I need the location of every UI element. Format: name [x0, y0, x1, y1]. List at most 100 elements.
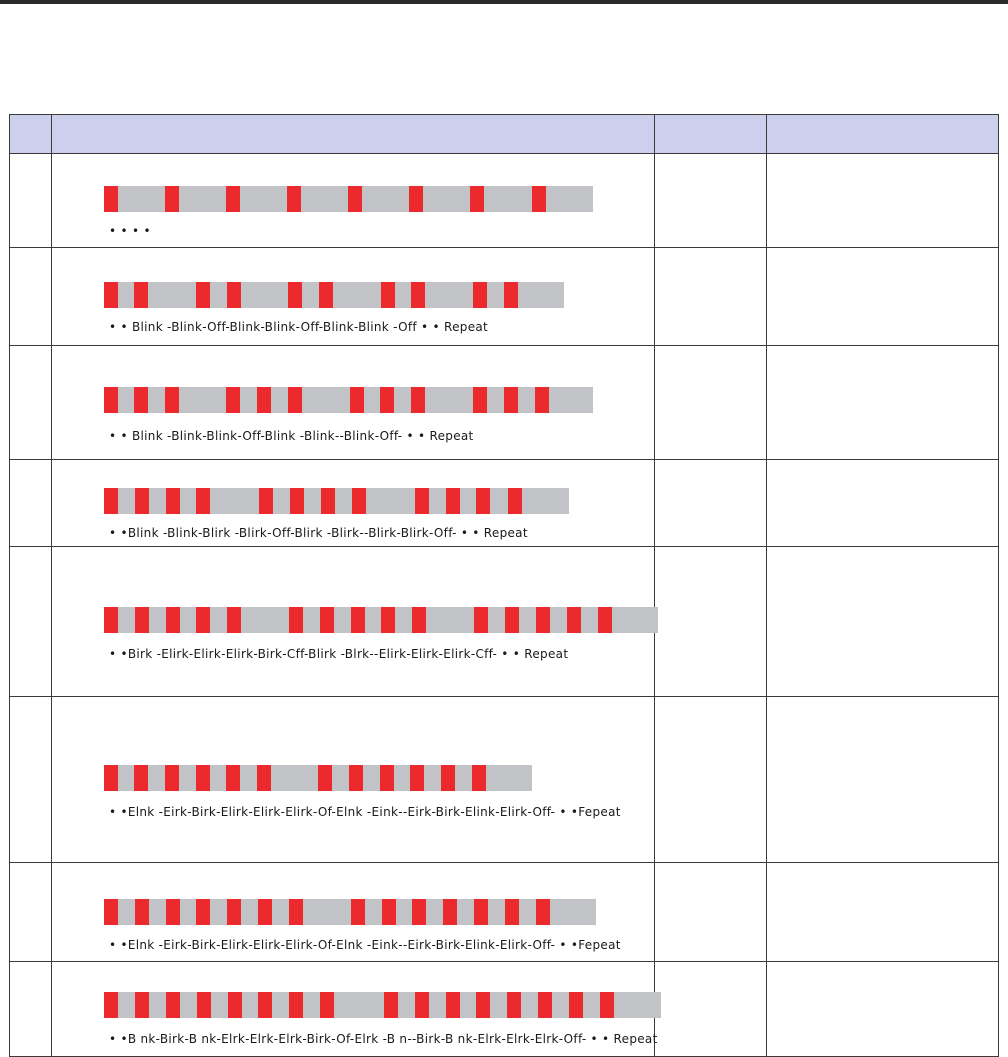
blink-bar — [196, 765, 210, 791]
blink-bar — [226, 186, 240, 212]
blink-pattern-strip — [104, 765, 532, 791]
blink-bar — [104, 992, 118, 1018]
blink-bar — [415, 992, 429, 1018]
blink-bar — [380, 387, 394, 413]
blink-pattern-strip — [104, 387, 593, 413]
pattern-caption: • •Elnk -Eirk-Birk-Elirk-Elirk-Elirk-Of-… — [109, 938, 621, 952]
blink-bar — [504, 282, 518, 308]
blink-bar — [411, 282, 425, 308]
blink-bar — [104, 387, 118, 413]
blink-bar — [536, 899, 550, 925]
blink-bar — [443, 899, 457, 925]
blink-bar — [473, 387, 487, 413]
blink-bar — [165, 387, 179, 413]
blink-bar — [258, 992, 272, 1018]
table-row: • •Blink -Blink-Blirk -Blirk-Off-Blirk -… — [9, 459, 999, 547]
blink-bar — [535, 387, 549, 413]
blink-bar — [166, 607, 180, 633]
blink-bar — [289, 899, 303, 925]
blink-bar — [134, 765, 148, 791]
table-row: • •Birk -Elirk-Elirk-Elirk-Birk-Cff-Blir… — [9, 546, 999, 697]
blink-bar — [196, 899, 210, 925]
blink-bar — [288, 282, 302, 308]
blink-bar — [197, 992, 211, 1018]
blink-bar — [166, 899, 180, 925]
count-cell — [654, 345, 767, 460]
blink-bar — [134, 282, 148, 308]
blink-bar — [257, 387, 271, 413]
blink-bar — [474, 607, 488, 633]
table-row: • •B nk-Birk-B nk-Elrk-Elrk-Elrk-Birk-Of… — [9, 961, 999, 1057]
blink-bar — [532, 186, 546, 212]
row-number-cell — [9, 247, 52, 346]
header-cell-pattern — [51, 114, 655, 154]
blink-bar — [349, 765, 363, 791]
count-cell — [654, 247, 767, 346]
row-number-cell — [9, 345, 52, 460]
pattern-caption: • • Blink -Blink-Off-Blink-Blink-Off-Bli… — [109, 320, 489, 334]
blink-bar — [104, 607, 118, 633]
blink-bar — [384, 992, 398, 1018]
blink-bar — [567, 607, 581, 633]
blink-bar — [228, 992, 242, 1018]
description-cell — [766, 862, 999, 962]
pattern-cell: • •B nk-Birk-B nk-Elrk-Elrk-Elrk-Birk-Of… — [51, 961, 661, 1057]
blink-bar — [134, 387, 148, 413]
blink-bar — [290, 488, 304, 514]
blink-bar — [476, 488, 490, 514]
blink-pattern-strip — [104, 899, 596, 925]
count-cell — [654, 153, 767, 248]
blink-bar — [166, 992, 180, 1018]
count-cell — [654, 961, 767, 1057]
blink-pattern-strip — [104, 186, 593, 212]
blink-bar — [258, 899, 272, 925]
pattern-caption: • •Birk -Elirk-Elirk-Elirk-Birk-Cff-Blir… — [109, 647, 569, 661]
blink-bar — [135, 992, 149, 1018]
blink-bar — [196, 488, 210, 514]
blink-bar — [165, 186, 179, 212]
blink-bar — [287, 186, 301, 212]
blink-bar — [226, 765, 240, 791]
blink-bar — [135, 607, 149, 633]
count-cell — [654, 459, 767, 547]
blink-bar — [410, 765, 424, 791]
blink-bar — [380, 765, 394, 791]
blink-bar — [320, 992, 334, 1018]
blink-bar — [569, 992, 583, 1018]
blink-pattern-table: • • • • — [9, 114, 999, 1057]
blink-pattern-strip — [104, 488, 569, 514]
description-cell — [766, 546, 999, 697]
blink-bar — [348, 186, 362, 212]
blink-bar — [196, 282, 210, 308]
pattern-caption: • •Blink -Blink-Blirk -Blirk-Off-Blirk -… — [109, 526, 528, 540]
row-number-cell — [9, 546, 52, 697]
description-cell — [766, 247, 999, 346]
blink-bar — [196, 607, 210, 633]
blink-bar — [227, 607, 241, 633]
blink-bar — [508, 488, 522, 514]
blink-bar — [227, 282, 241, 308]
blink-pattern-strip — [104, 607, 658, 633]
blink-bar — [104, 488, 118, 514]
header-cell-no — [9, 114, 52, 154]
blink-bar — [288, 387, 302, 413]
blink-bar — [321, 488, 335, 514]
table-row: • • Blink -Blink-Blink-Off-Blink -Blink-… — [9, 345, 999, 460]
blink-bar — [381, 607, 395, 633]
blink-bar — [411, 387, 425, 413]
blink-bar — [259, 488, 273, 514]
blink-bar — [474, 899, 488, 925]
pattern-cell: • •Elnk -Eirk-Birk-Elirk-Elirk-Elirk-Of-… — [51, 696, 655, 863]
blink-bar — [446, 488, 460, 514]
blink-bar — [318, 765, 332, 791]
header-row — [9, 114, 999, 154]
blink-bar — [415, 488, 429, 514]
blink-bar — [598, 607, 612, 633]
row-number-cell — [9, 961, 52, 1057]
blink-bar — [104, 765, 118, 791]
blink-bar — [226, 387, 240, 413]
blink-bar — [472, 765, 486, 791]
blink-bar — [104, 186, 118, 212]
blink-bar — [536, 607, 550, 633]
blink-bar — [441, 765, 455, 791]
